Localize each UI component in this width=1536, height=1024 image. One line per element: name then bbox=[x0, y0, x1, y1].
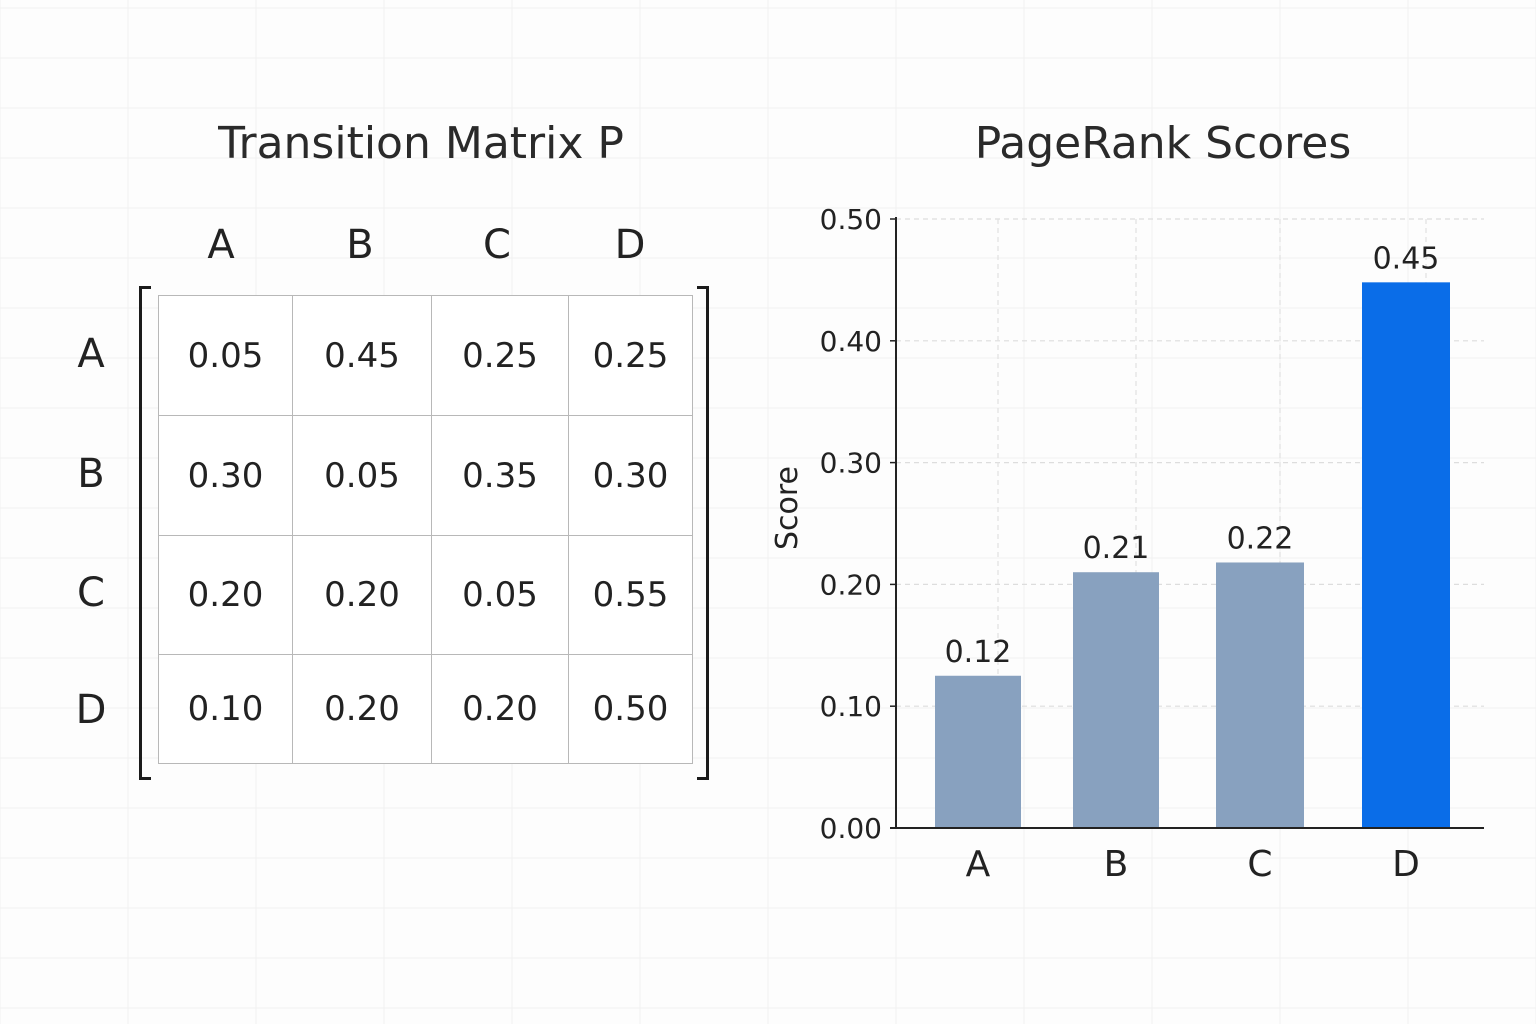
matrix-cell: 0.20 bbox=[293, 655, 432, 764]
bar-c bbox=[1216, 562, 1304, 828]
matrix-col-label: B bbox=[346, 222, 374, 268]
matrix-left-bracket bbox=[139, 286, 151, 780]
matrix-cell: 0.05 bbox=[159, 296, 293, 416]
matrix-cell: 0.25 bbox=[432, 296, 569, 416]
matrix-col-label: A bbox=[207, 222, 235, 268]
x-tick-label: C bbox=[1247, 844, 1272, 885]
bar-value-label: 0.45 bbox=[1373, 241, 1440, 276]
bar-value-label: 0.22 bbox=[1227, 521, 1294, 556]
matrix-row-label: A bbox=[77, 331, 105, 377]
matrix-cell: 0.25 bbox=[569, 296, 693, 416]
bar-d bbox=[1362, 282, 1450, 828]
x-tick-label: A bbox=[966, 844, 991, 885]
y-axis-label: Score bbox=[770, 466, 805, 550]
matrix-cell: 0.30 bbox=[569, 416, 693, 536]
matrix-title: Transition Matrix P bbox=[218, 118, 624, 169]
bar-value-label: 0.21 bbox=[1083, 531, 1150, 566]
matrix-row-label: C bbox=[77, 570, 105, 616]
bar-a bbox=[935, 675, 1021, 828]
y-tick-label: 0.10 bbox=[820, 690, 882, 723]
matrix-cell: 0.10 bbox=[159, 655, 293, 764]
matrix-cell: 0.05 bbox=[432, 536, 569, 655]
y-tick-label: 0.50 bbox=[820, 203, 882, 236]
matrix-right-bracket bbox=[697, 286, 709, 780]
chart-axes bbox=[890, 217, 1484, 829]
x-tick-label: D bbox=[1392, 844, 1420, 885]
y-tick-label: 0.30 bbox=[820, 447, 882, 480]
chart-bars bbox=[935, 282, 1450, 828]
chart-labels: 0.00 0.10 0.20 0.30 0.40 0.50 0.12 A 0.21 B 0.22 C 0… bbox=[770, 203, 1439, 885]
x-tick-label: B bbox=[1104, 844, 1129, 885]
matrix-cell: 0.45 bbox=[293, 296, 432, 416]
matrix-cell: 0.35 bbox=[432, 416, 569, 536]
y-tick-label: 0.40 bbox=[820, 325, 882, 358]
y-tick-label: 0.00 bbox=[820, 812, 882, 845]
bar-value-label: 0.12 bbox=[945, 635, 1012, 670]
matrix-cell: 0.05 bbox=[293, 416, 432, 536]
matrix-col-label: D bbox=[614, 222, 646, 268]
matrix-cell: 0.50 bbox=[569, 655, 693, 764]
matrix-row-label: D bbox=[75, 687, 107, 733]
bar-b bbox=[1073, 572, 1159, 828]
matrix-cell: 0.20 bbox=[293, 536, 432, 655]
matrix-cell: 0.20 bbox=[159, 536, 293, 655]
matrix-col-label: C bbox=[483, 222, 511, 268]
matrix-cell: 0.30 bbox=[159, 416, 293, 536]
matrix-cell: 0.20 bbox=[432, 655, 569, 764]
matrix-grid: 0.05 0.45 0.25 0.25 0.30 0.05 0.35 0.30 0.20 0.20… bbox=[158, 295, 693, 764]
chart-title: PageRank Scores bbox=[974, 118, 1352, 169]
matrix-row-label: B bbox=[77, 451, 105, 497]
matrix-cell: 0.55 bbox=[569, 536, 693, 655]
y-tick-label: 0.20 bbox=[820, 568, 882, 601]
